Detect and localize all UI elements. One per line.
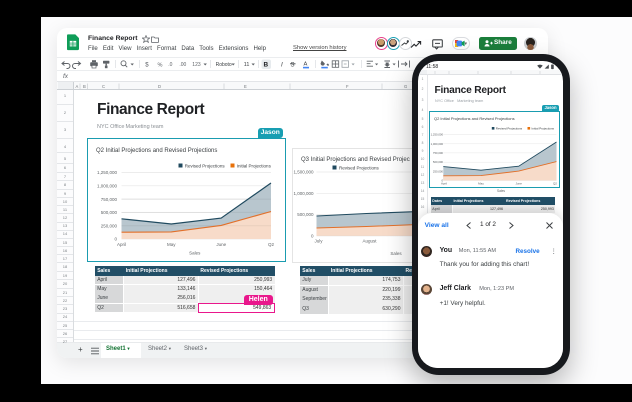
- svg-text:.00: .00: [179, 62, 186, 68]
- svg-text:May: May: [167, 242, 176, 247]
- svg-text:Sales: Sales: [390, 251, 402, 256]
- svg-text:250,000: 250,000: [101, 223, 118, 228]
- svg-text:June: June: [216, 242, 226, 247]
- svg-text:1,250,000: 1,250,000: [97, 170, 118, 175]
- svg-text:Q2 Initial Projections and Rev: Q2 Initial Projections and Revised Proje…: [434, 115, 515, 120]
- svg-text:S: S: [291, 62, 295, 68]
- svg-text:%: %: [158, 62, 163, 68]
- svg-text:.0: .0: [168, 62, 172, 68]
- svg-text:1,000,000: 1,000,000: [431, 141, 444, 145]
- svg-text:250,000: 250,000: [433, 169, 444, 173]
- svg-text:500,000: 500,000: [433, 160, 444, 164]
- svg-text:I: I: [281, 62, 283, 69]
- svg-text:750,000: 750,000: [433, 150, 444, 154]
- svg-text:Sales: Sales: [189, 251, 201, 256]
- svg-text:1,000,000: 1,000,000: [97, 184, 118, 189]
- svg-text:June: June: [516, 181, 523, 185]
- svg-text:May: May: [478, 181, 484, 185]
- svg-text:Initial Projections: Initial Projections: [532, 126, 555, 130]
- svg-text:0: 0: [114, 237, 117, 242]
- svg-text:500,000: 500,000: [101, 210, 118, 215]
- svg-text:A: A: [304, 62, 308, 68]
- svg-text:April: April: [441, 181, 447, 185]
- svg-text:B: B: [264, 62, 269, 69]
- svg-text:1,500,000: 1,500,000: [293, 169, 314, 174]
- svg-text:1,250,000: 1,250,000: [431, 132, 444, 136]
- svg-text:Revised Projections: Revised Projections: [496, 126, 523, 130]
- svg-text:Q2 Initial Projections and Rev: Q2 Initial Projections and Revised Proje…: [96, 148, 217, 154]
- svg-text:1,000,000: 1,000,000: [293, 190, 314, 195]
- svg-text:Initial Projections: Initial Projections: [237, 164, 272, 169]
- svg-text:Roboto: Roboto: [216, 62, 232, 68]
- svg-text:500,000: 500,000: [297, 212, 314, 217]
- svg-text:Q2: Q2: [553, 181, 557, 185]
- svg-text:July: July: [314, 238, 323, 243]
- svg-text:Q3 Initial Projections and Rev: Q3 Initial Projections and Revised Proje…: [301, 157, 410, 163]
- svg-text:11: 11: [244, 62, 250, 68]
- svg-text:123: 123: [192, 62, 201, 68]
- svg-text:April: April: [117, 242, 126, 247]
- svg-text:Revised Projections: Revised Projections: [339, 165, 380, 170]
- svg-text:August: August: [362, 238, 377, 243]
- svg-text:$: $: [145, 62, 149, 68]
- svg-text:Revised Projections: Revised Projections: [185, 164, 226, 169]
- svg-text:750,000: 750,000: [101, 197, 118, 202]
- svg-text:0: 0: [311, 233, 314, 238]
- svg-text:Q2: Q2: [268, 242, 275, 247]
- svg-text:0: 0: [442, 178, 444, 182]
